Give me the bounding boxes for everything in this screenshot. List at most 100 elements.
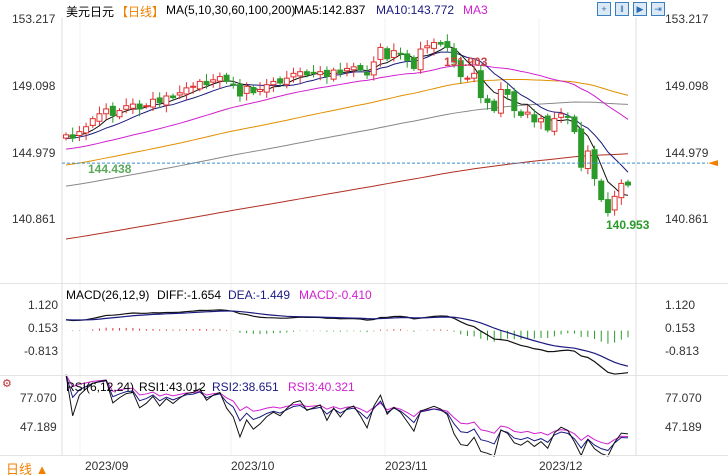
macd-label: MACD(26,12,9) [66,288,150,302]
candle-body [263,84,270,93]
candle-body [170,95,177,99]
candle-body [571,116,578,133]
candle-body [558,113,565,118]
price-tick-right: 149.098 [665,79,709,93]
period-button[interactable]: 日线 ▲ [6,462,49,476]
candle-body [444,41,451,48]
macd-tick-right: 1.120 [665,298,696,312]
candle-body [430,42,437,49]
month-label: 2023/11 [385,459,428,473]
candle-body [357,65,364,71]
candle-body [96,113,103,122]
candle-body [123,105,130,110]
ma3-value: MA3 [463,3,488,17]
play-tool-icon[interactable]: ▶ [633,2,647,16]
candle-body [377,46,384,60]
settings-gear-icon[interactable]: ⚙ [2,378,12,390]
month-label: 2023/12 [539,459,583,473]
rsi3-line [65,374,629,445]
ma-label[interactable]: MA(5,10,30,60,100,200) [166,3,296,17]
candle-body [551,118,558,132]
candle-body [350,66,357,71]
period-label[interactable]: 【日线】 [116,5,165,19]
candle-body [277,78,284,84]
candle-body [250,87,257,94]
candle-body [410,57,417,69]
macd-tick-right: 0.153 [665,321,696,335]
candle-body [591,149,598,180]
price-tick-right: 153.217 [665,12,709,26]
candle-body [477,70,484,99]
candle-body [504,89,511,95]
rsi-tick: 47.189 [20,420,57,434]
candle-body [404,53,411,61]
candle-body [317,71,324,76]
candle-body [578,128,585,168]
candle-body [76,131,83,136]
panel-divider [0,283,728,284]
candle-body [491,100,498,112]
candle-body [210,79,217,83]
candle-body [89,118,96,126]
low-annotation: 140.953 [606,218,650,232]
candle-body [611,195,618,211]
candle-body [517,111,524,116]
price-tick: 144.979 [12,146,56,160]
zoom-tool-icon[interactable]: ‖ [615,2,629,16]
candle-body [511,91,518,112]
candle-body [625,181,631,186]
candle-body [183,87,190,95]
candle-body [337,69,344,74]
candle-body [457,60,464,78]
candle-body [564,115,571,118]
high-annotation: 151.903 [444,55,488,69]
candle-body [417,48,424,71]
candle-body [604,199,611,214]
candle-body [397,52,404,55]
rsi2-line [65,374,629,452]
ma100-line [65,101,629,187]
candle-body [257,89,264,92]
candle-body [531,114,538,123]
candle-body [103,108,110,115]
macd-tick-right: -0.813 [665,344,700,358]
macd-diff-line [65,309,629,375]
candle-body [69,134,76,139]
price-tick-right: 144.979 [665,146,709,160]
end-tool-icon[interactable]: ⇥ [651,2,665,16]
candle-body [236,84,243,97]
rsi-tick: 77.070 [20,391,57,405]
ma200-line [65,153,629,240]
ma60-line [65,78,629,166]
candle-body [484,98,491,103]
crosshair-tool-icon[interactable]: + [597,2,611,16]
candle-body [243,85,250,94]
candle-body [451,48,458,63]
candle-body [163,95,170,106]
candle-body [390,50,397,58]
month-label: 2023/10 [231,459,275,473]
macd-value: MACD:-0.410 [299,288,372,302]
candle-body [584,150,591,170]
price-tick: 149.098 [12,79,56,93]
candle-body [598,180,605,201]
candle-body [149,98,156,108]
candle-body [538,118,545,123]
macd-diff: DIFF:-1.654 [157,288,222,302]
macd-dea-line [65,310,629,367]
candle-body [203,80,210,86]
candle-body [270,80,277,86]
rsi-tick-right: 77.070 [665,391,702,405]
candle-body [143,105,150,108]
candle-body [544,115,551,131]
price-tick-right: 140.861 [665,212,709,226]
candle-body [283,77,290,85]
symbol-title: 美元日元 [66,5,115,19]
candle-body [216,76,223,82]
price-tick: 153.217 [12,12,56,26]
panel-divider [0,455,728,456]
candle-body [196,80,203,90]
rsi1-value: RSI1:43.012 [139,380,206,394]
